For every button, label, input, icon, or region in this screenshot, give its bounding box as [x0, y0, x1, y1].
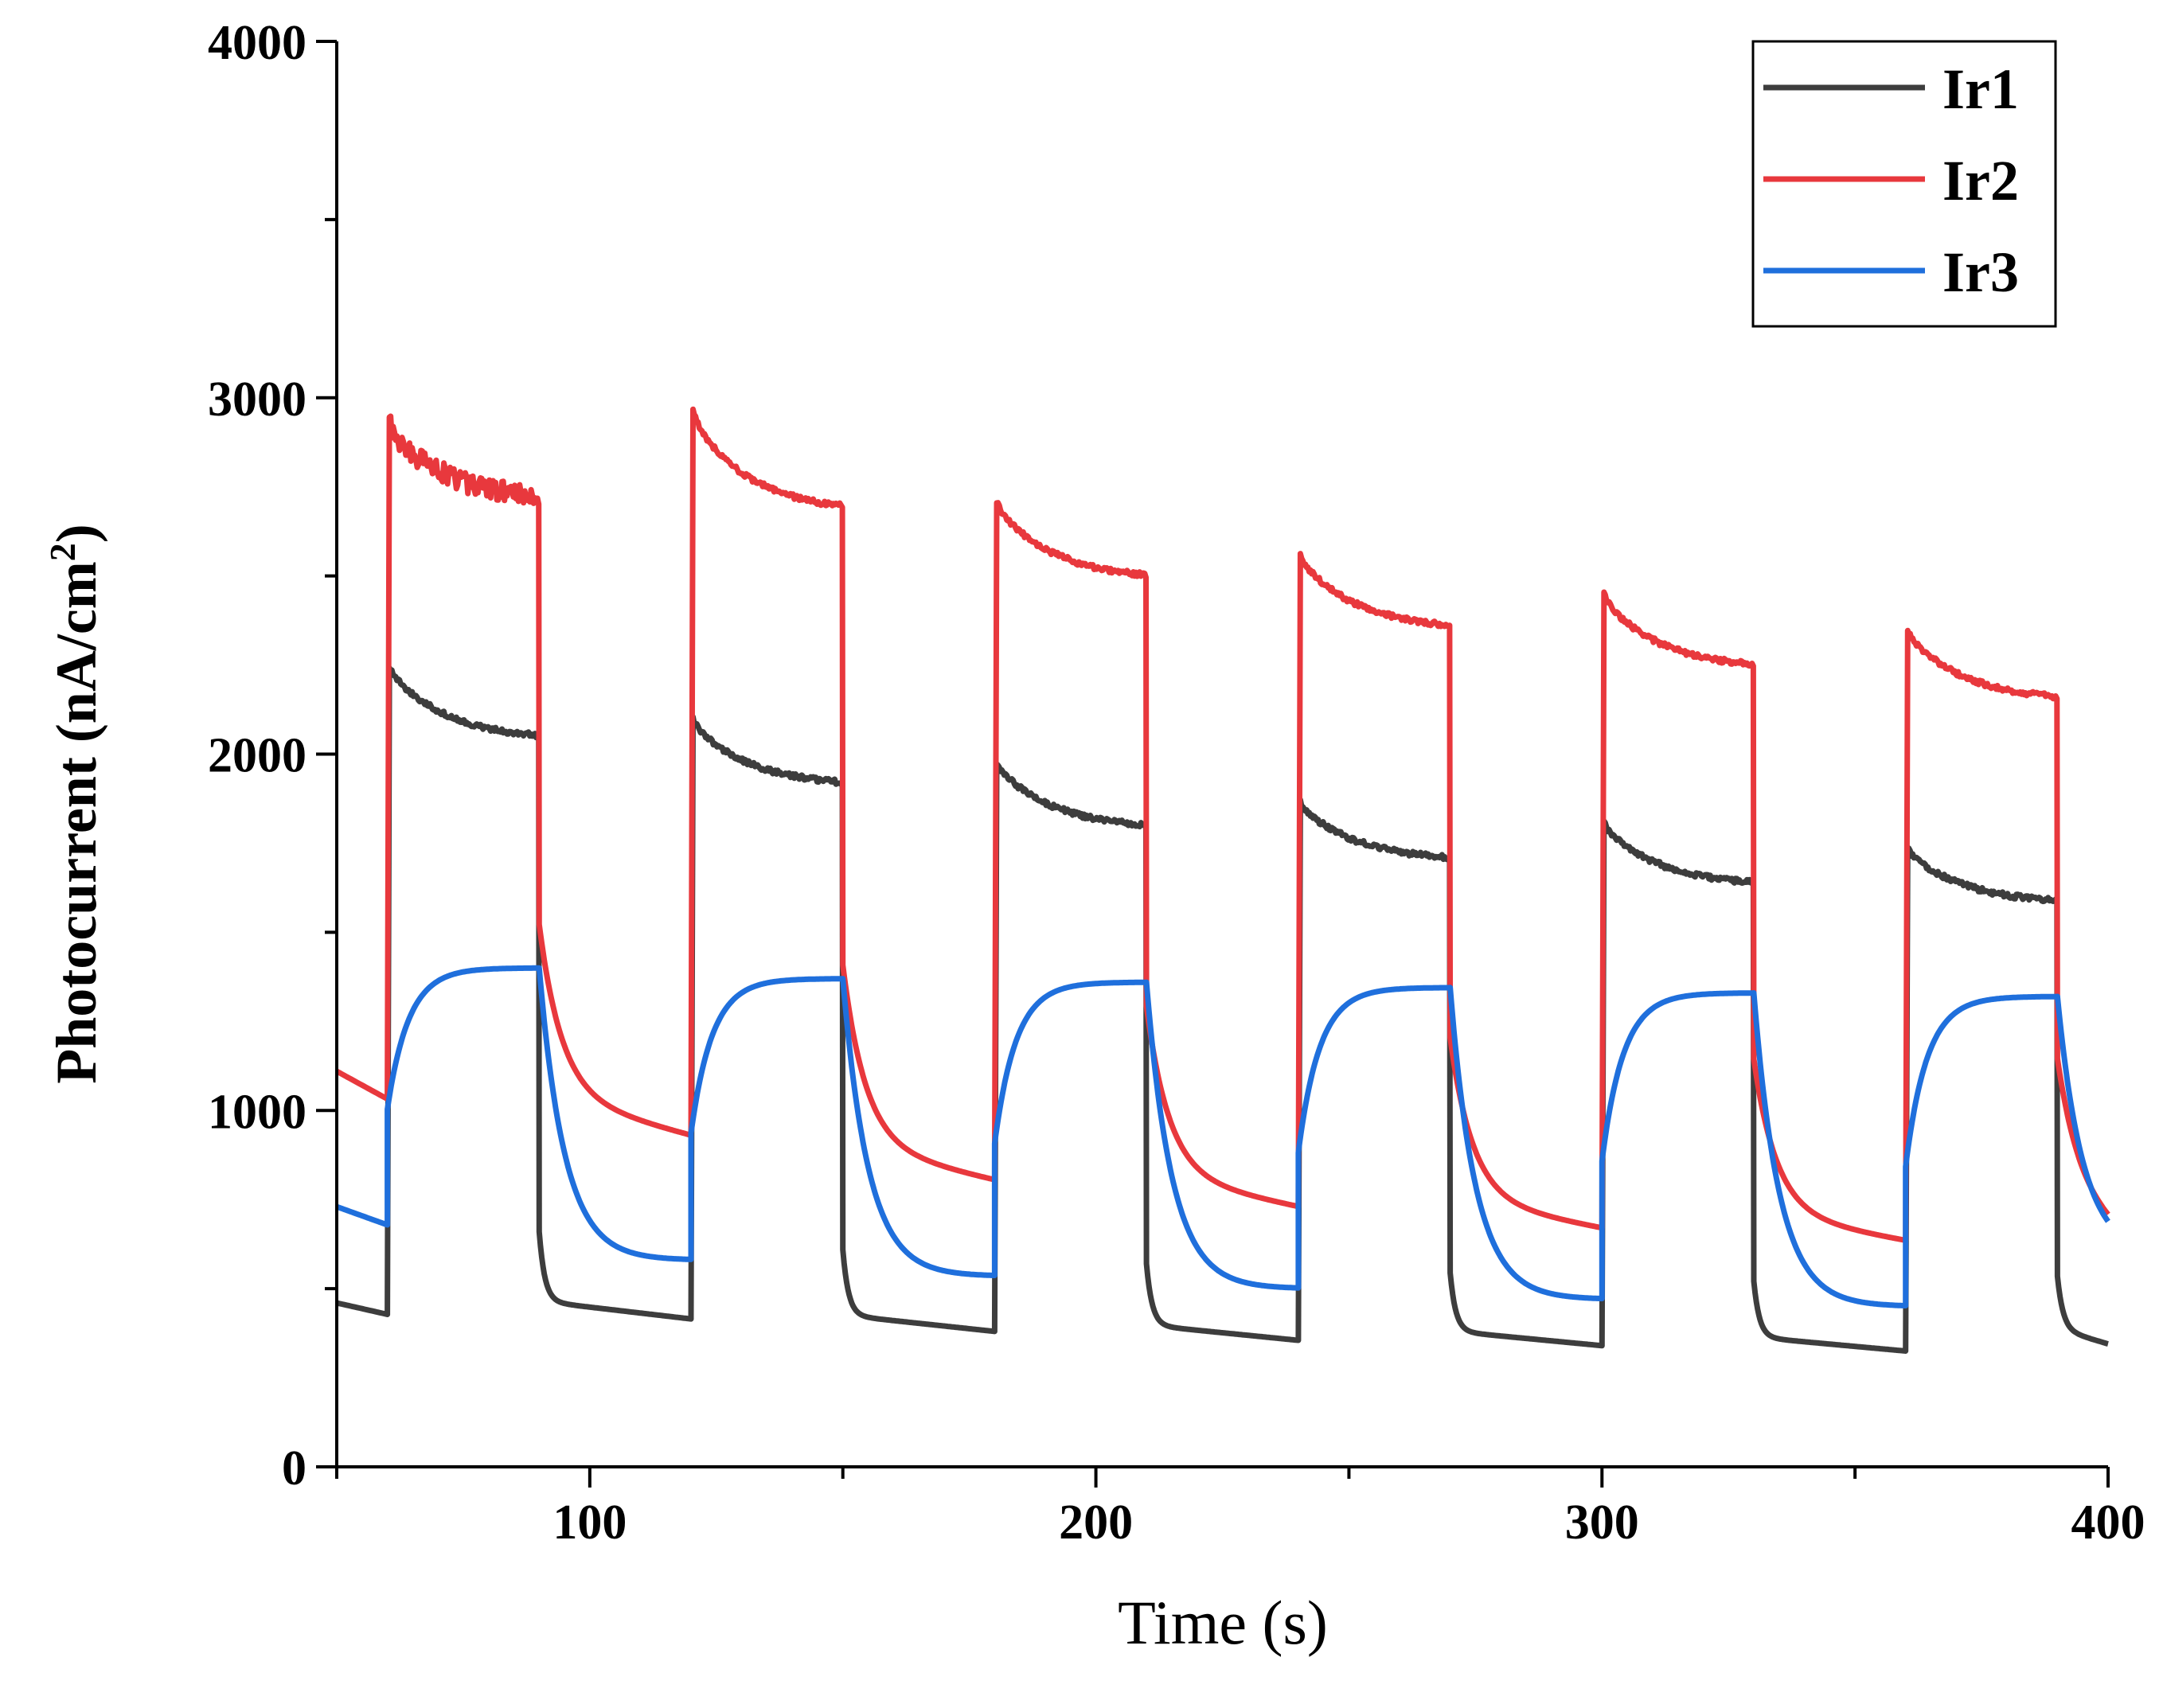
legend-label-ir1: Ir1	[1942, 57, 2019, 121]
y-axis-title-close: )	[45, 524, 108, 543]
x-tick-label: 100	[552, 1495, 627, 1550]
x-axis-title: Time (s)	[1118, 1588, 1328, 1657]
svg-text:Photocurrent (nA/cm2): Photocurrent (nA/cm2)	[42, 524, 108, 1084]
legend: Ir1 Ir2 Ir3	[1751, 40, 2057, 328]
y-tick-label: 2000	[208, 729, 306, 783]
axes	[316, 40, 2110, 1488]
series-line-ir3	[335, 965, 2110, 1308]
legend-label-ir2: Ir2	[1942, 149, 2019, 213]
legend-label-ir3: Ir3	[1942, 240, 2019, 304]
x-tick-label: 300	[1565, 1495, 1639, 1550]
y-tick-label: 4000	[208, 16, 306, 70]
y-tick-label: 0	[282, 1441, 306, 1495]
y-axis-title-main: Photocurrent (nA/cm	[45, 561, 108, 1084]
y-axis-title: Photocurrent (nA/cm2)	[42, 524, 108, 1084]
x-tick-label: 200	[1059, 1495, 1133, 1550]
y-tick-label: 1000	[208, 1085, 306, 1139]
y-axis-title-superscript: 2	[42, 543, 83, 561]
plot-area	[335, 406, 2110, 1354]
y-tick-label: 3000	[208, 372, 306, 427]
series-line-ir2	[335, 406, 2110, 1243]
x-tick-label: 400	[2071, 1495, 2145, 1550]
series-line-ir1	[336, 665, 2110, 1354]
